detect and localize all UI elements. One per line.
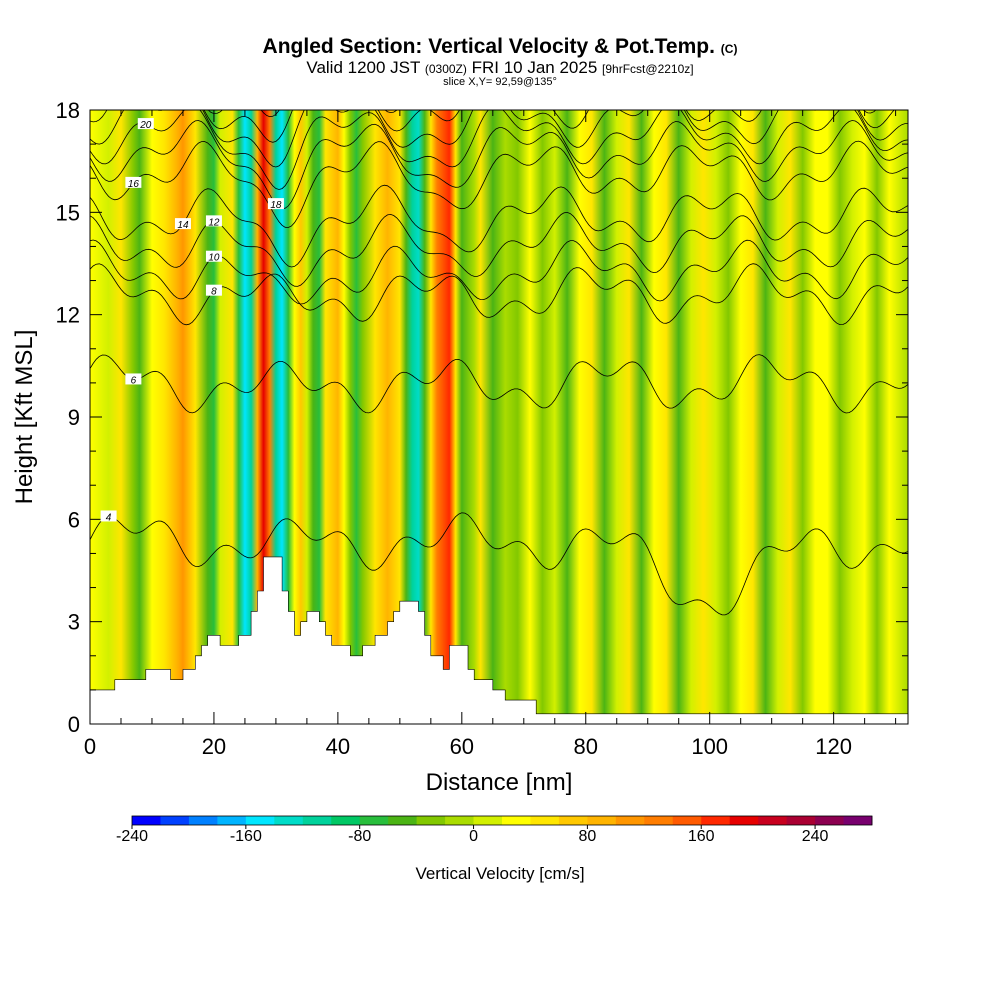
- contour-label-10: 10: [208, 253, 220, 264]
- x-tick-label-20: 20: [202, 734, 226, 759]
- theta-contour-8: [90, 263, 908, 326]
- y-tick-label-0: 0: [68, 712, 80, 737]
- colorbar-tick-label-160: 160: [687, 828, 715, 845]
- x-tick-label-0: 0: [84, 734, 96, 759]
- colorbar-swatch-16: [587, 816, 617, 825]
- colorbar-swatch-25: [843, 816, 873, 825]
- contour-labels: 4 6 8 10 12 14 16 18 20: [100, 118, 284, 523]
- x-tick-label-120: 120: [815, 734, 852, 759]
- y-tick-label-15: 15: [56, 200, 80, 225]
- chart-titles: Angled Section: Vertical Velocity & Pot.…: [0, 36, 1000, 88]
- theta-contour-4: [90, 512, 908, 616]
- colorbar-swatch-9: [388, 816, 418, 825]
- colorbar-swatch-22: [758, 816, 788, 825]
- theta-contour-10: [90, 239, 908, 305]
- colorbar-frame: [131, 815, 873, 826]
- chart-slice-info: slice X,Y= 92,59@135°: [443, 76, 557, 88]
- colorbar-swatch-20: [701, 816, 731, 825]
- contour-label-18: 18: [270, 200, 282, 211]
- x-tick-label-40: 40: [326, 734, 350, 759]
- colorbar-swatch-5: [274, 816, 304, 825]
- contour-label-14: 14: [177, 220, 189, 231]
- colorbar-swatch-18: [644, 816, 674, 825]
- colorbar-swatch-6: [302, 816, 332, 825]
- colorbar-swatch-21: [729, 816, 759, 825]
- colorbar-swatch-13: [502, 816, 531, 825]
- y-tick-label-6: 6: [68, 507, 80, 532]
- contour-label-bg-8: [205, 284, 222, 296]
- contour-label-bg-14: [174, 218, 191, 230]
- theta-contour-14: [90, 184, 908, 268]
- x-tick-label-60: 60: [450, 734, 474, 759]
- terrain-mask: [90, 556, 908, 724]
- x-tick-label-100: 100: [691, 734, 728, 759]
- colorbar-swatch-14: [530, 816, 560, 825]
- theta-contour-22: [90, 110, 908, 168]
- contour-label-8: 8: [211, 287, 217, 298]
- contour-label-bg-16: [125, 176, 142, 188]
- colorbar-tick-label--160: -160: [229, 828, 262, 845]
- colorbar-swatch-12: [473, 816, 503, 825]
- theta-contour-6: [90, 354, 908, 414]
- plot-area: [90, 110, 908, 724]
- colorbar-swatch-0: [132, 816, 161, 825]
- contour-label-bg-12: [205, 215, 222, 227]
- colorbar-swatch-17: [615, 816, 645, 825]
- axes: 0 20 40 60 80 100 120 0 3 6 9 12 15 18: [56, 98, 908, 759]
- colorbar-swatch-2: [188, 816, 218, 825]
- y-tick-label-18: 18: [56, 98, 80, 123]
- contour-label-6: 6: [131, 375, 137, 386]
- colorbar-swatch-23: [786, 816, 816, 825]
- velocity-field: [90, 110, 908, 724]
- colorbar-tick-label--240: -240: [115, 828, 149, 845]
- colorbar-swatch-19: [672, 816, 702, 825]
- colorbar-swatch-11: [445, 816, 474, 825]
- colorbar-swatch-15: [558, 816, 588, 825]
- colorbar-swatch-3: [217, 816, 247, 825]
- x-tick-label-80: 80: [574, 734, 598, 759]
- contour-label-bg-20: [137, 118, 154, 130]
- contour-label-16: 16: [128, 179, 140, 190]
- theta-contour-18: [90, 120, 908, 210]
- colorbar-tick-label-80: 80: [578, 828, 597, 845]
- colorbar-swatch-1: [160, 816, 190, 825]
- contour-label-20: 20: [139, 120, 152, 131]
- theta-contour-20: [90, 110, 908, 190]
- colorbar-swatch-10: [416, 816, 446, 825]
- y-axis-label: Height [Kft MSL]: [11, 330, 38, 505]
- contour-label-bg-4: [100, 510, 117, 522]
- colorbar-tick-label-0: 0: [469, 828, 478, 845]
- chart-valid-time: Valid 1200 JST (0300Z) FRI 10 Jan 2025 […: [306, 58, 694, 77]
- y-tick-label-3: 3: [68, 610, 80, 635]
- contour-label-bg-18: [267, 198, 284, 210]
- colorbar-title: Vertical Velocity [cm/s]: [415, 864, 585, 883]
- colorbar-swatch-4: [245, 816, 275, 825]
- colorbar-tick-label-240: 240: [801, 828, 829, 845]
- contour-label-bg-10: [205, 250, 222, 262]
- theta-contour-24: [90, 110, 895, 143]
- theta-contour-16: [90, 140, 908, 228]
- y-tick-label-9: 9: [68, 405, 80, 430]
- colorbar-swatch-7: [331, 816, 361, 825]
- contour-label-12: 12: [208, 217, 220, 228]
- colorbar-swatch-8: [359, 816, 389, 825]
- colorbar-tick-label--80: -80: [348, 828, 372, 845]
- colorbar-swatch-24: [815, 816, 844, 825]
- contour-label-4: 4: [106, 512, 112, 523]
- theta-contour-26: [207, 110, 877, 118]
- y-tick-label-12: 12: [56, 303, 80, 328]
- theta-contour-12: [90, 211, 908, 287]
- colorbar: [131, 815, 873, 829]
- contour-label-bg-6: [125, 373, 142, 385]
- chart-title: Angled Section: Vertical Velocity & Pot.…: [262, 35, 738, 58]
- x-axis-label: Distance [nm]: [426, 769, 573, 796]
- theta-contours: [90, 110, 908, 616]
